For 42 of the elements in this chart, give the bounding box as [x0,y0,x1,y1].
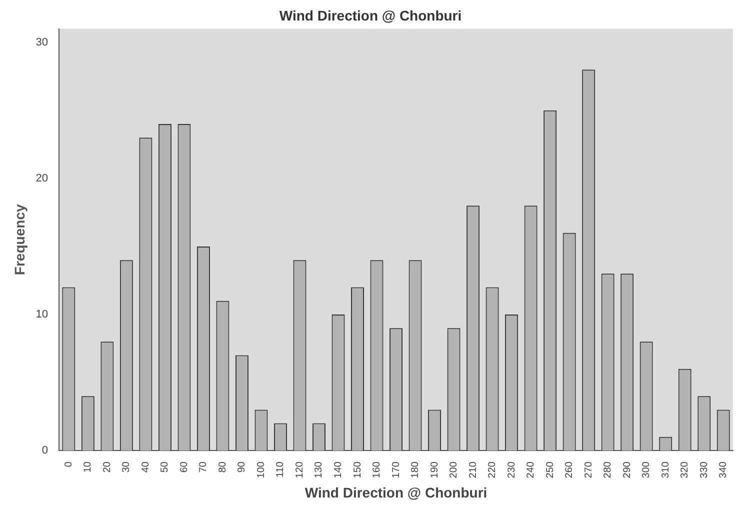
x-tick-label: 180 [410,461,422,478]
x-tick-label: 40 [140,461,152,473]
y-tick-label: 20 [36,172,48,184]
x-tick-label: 150 [352,461,364,478]
x-tick-label: 320 [680,461,691,478]
x-tick-label: 240 [526,461,537,478]
x-tick-label: 0 [63,461,74,468]
x-tick-label: 20 [102,461,113,473]
y-axis-title: Frequency [11,204,28,276]
x-tick-label: 200 [448,461,460,478]
x-tick-label: 30 [121,461,132,473]
x-tick-label: 300 [641,461,652,478]
x-tick-label: 230 [506,461,518,478]
x-tick-label: 50 [160,461,171,473]
x-tick-label: 100 [256,461,267,478]
x-tick-label: 270 [583,461,594,478]
x-tick-label: 80 [217,461,228,473]
x-tick-label: 140 [333,461,344,478]
x-tick-label: 10 [82,461,94,473]
x-tick-label: 330 [698,461,710,478]
x-tick-label: 250 [544,461,556,478]
x-tick-label: 210 [468,461,479,478]
x-tick-label: 60 [178,461,190,473]
y-tick-label: 30 [36,36,48,48]
x-tick-label: 310 [660,461,672,478]
x-tick-label: 160 [372,461,383,478]
x-tick-label: 170 [390,461,402,478]
x-tick-label: 220 [487,461,498,478]
x-axis-title: Wind Direction @ Chonburi [304,484,488,500]
x-tick-label: 260 [564,461,576,478]
x-tick-label: 280 [602,461,614,478]
y-tick-label: 10 [36,308,48,321]
x-tick-label: 190 [429,461,440,478]
chart-title: Wind Direction @ Chonburi [279,7,462,24]
x-tick-label: 110 [275,461,286,478]
x-tick-label: 130 [314,461,325,478]
x-tick-label: 90 [236,461,248,473]
x-tick-label: 70 [198,461,210,473]
y-tick-label: 0 [42,444,48,457]
x-tick-label: 120 [294,461,306,478]
x-tick-label: 290 [622,461,633,478]
x-tick-label: 340 [718,461,730,478]
